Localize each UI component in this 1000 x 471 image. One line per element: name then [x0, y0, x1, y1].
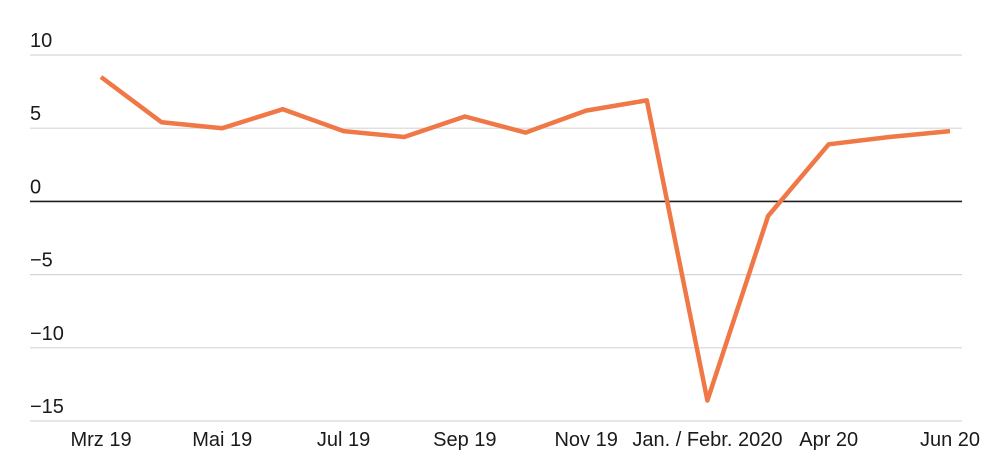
x-axis-ticks: Mrz 19 Mai 19 Jul 19 Sep 19 Nov 19 Jan. / Feb…	[70, 429, 980, 451]
y-tick-label: −5	[30, 250, 53, 272]
y-tick-label: −10	[30, 323, 64, 345]
x-tick-label: Mrz 19	[70, 429, 131, 451]
x-tick-label: Mai 19	[192, 429, 252, 451]
x-tick-label: Sep 19	[433, 429, 496, 451]
y-axis-ticks: 10 5 0 −5 −10 −15	[30, 30, 64, 418]
series-layer	[99, 75, 951, 403]
x-tick-label: Jul 19	[317, 429, 370, 451]
x-tick-label: Jun 20	[920, 429, 980, 451]
y-tick-label: 5	[30, 103, 41, 125]
series-line	[99, 75, 951, 403]
x-tick-label: Jan. / Febr. 2020	[632, 429, 782, 451]
gridlines	[30, 54, 962, 422]
y-tick-label: 0	[30, 176, 41, 198]
y-tick-label: 10	[30, 30, 52, 52]
y-tick-label: −15	[30, 396, 64, 418]
x-tick-label: Apr 20	[799, 429, 858, 451]
x-tick-label: Nov 19	[554, 429, 617, 451]
